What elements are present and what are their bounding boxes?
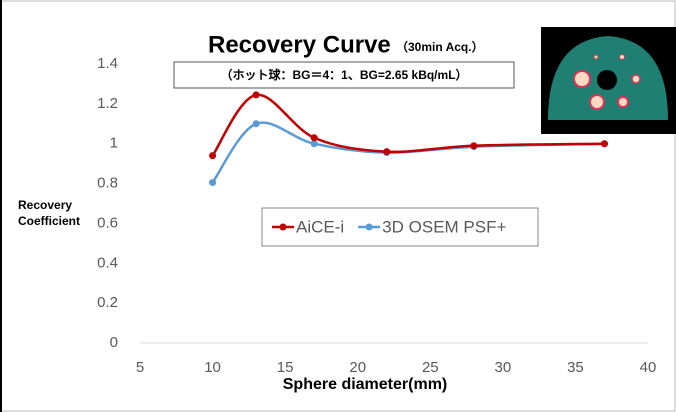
data-point (310, 134, 318, 142)
legend-label: AiCE-i (296, 217, 344, 236)
x-axis-title: Sphere diameter(mm) (283, 376, 448, 393)
y-axis-title: Recovery (18, 198, 72, 212)
data-point (209, 152, 217, 160)
data-point (252, 91, 260, 99)
series-line (211, 93, 605, 157)
y-axis-title: Coefficient (18, 214, 80, 228)
data-point (470, 142, 478, 150)
y-tick-label: 0.6 (97, 214, 118, 231)
phantom-image (541, 27, 676, 134)
chart-title: Recovery Curve (208, 31, 391, 58)
y-tick-label: 1 (110, 135, 118, 152)
y-tick-label: 0.4 (97, 254, 118, 271)
data-point (209, 179, 217, 187)
data-point (310, 140, 318, 148)
subtitle-box (173, 61, 515, 89)
legend-box (261, 207, 539, 247)
x-tick-label: 35 (567, 359, 584, 376)
legend-marker (365, 223, 373, 231)
y-tick-label: 0.8 (97, 175, 118, 192)
x-tick-label: 20 (349, 359, 366, 376)
y-tick-label: 0 (110, 334, 118, 351)
x-tick-label: 5 (136, 359, 144, 376)
y-tick-label: 1.4 (97, 55, 118, 72)
x-tick-label: 30 (495, 359, 512, 376)
data-point (383, 148, 391, 156)
y-tick-label: 1.2 (97, 95, 118, 112)
data-point (252, 120, 260, 128)
subtitle: （ホット球：BG＝4：1、BG=2.65 kBq/mL） (220, 67, 467, 82)
x-tick-label: 15 (277, 359, 294, 376)
x-tick-label: 40 (640, 359, 657, 376)
x-tick-label: 10 (204, 359, 221, 376)
data-point (600, 140, 608, 148)
y-tick-label: 0.2 (97, 294, 118, 311)
x-tick-label: 25 (422, 359, 439, 376)
legend-label: 3D OSEM PSF+ (382, 217, 506, 236)
chart-title-suffix: （30min Acq.） (396, 39, 484, 54)
legend-marker (279, 223, 287, 231)
